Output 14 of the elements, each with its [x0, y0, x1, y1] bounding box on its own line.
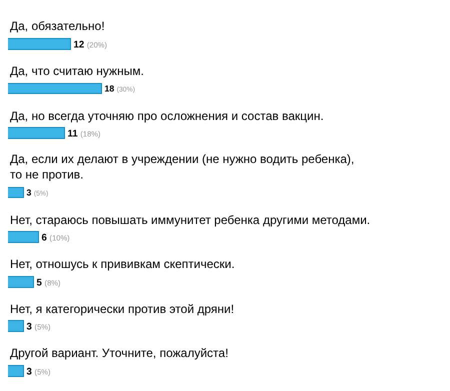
- y-tick-label: Да, обязательно!: [10, 19, 105, 33]
- data-label: 11 (18%): [68, 128, 101, 140]
- y-tick-label: Да, что считаю нужным.: [10, 64, 144, 78]
- data-label: 3 (5%): [26, 366, 51, 378]
- y-tick-label: Да, но всегда уточняю про осложнения и состав вакцин.: [10, 109, 324, 123]
- y-tick-label: Нет, отношусь к прививкам скептически.: [10, 257, 235, 271]
- data-label: 6 (10%): [42, 232, 70, 244]
- y-tick-label: Нет, я категорически против этой дряни!: [10, 302, 234, 316]
- y-tick-label: Другой вариант. Уточните, пожалуйста!: [10, 346, 228, 360]
- data-label: 3 (5%): [26, 321, 51, 332]
- y-tick-label: Да, если их делают в учреждении (не нужно водить ребенка), то не против.: [10, 152, 354, 182]
- data-label: 5 (8%): [36, 277, 61, 288]
- y-tick-label: Нет, стараюсь повышать иммунитет ребенка другими методами.: [10, 213, 370, 227]
- data-label: 12 (20%): [74, 39, 108, 50]
